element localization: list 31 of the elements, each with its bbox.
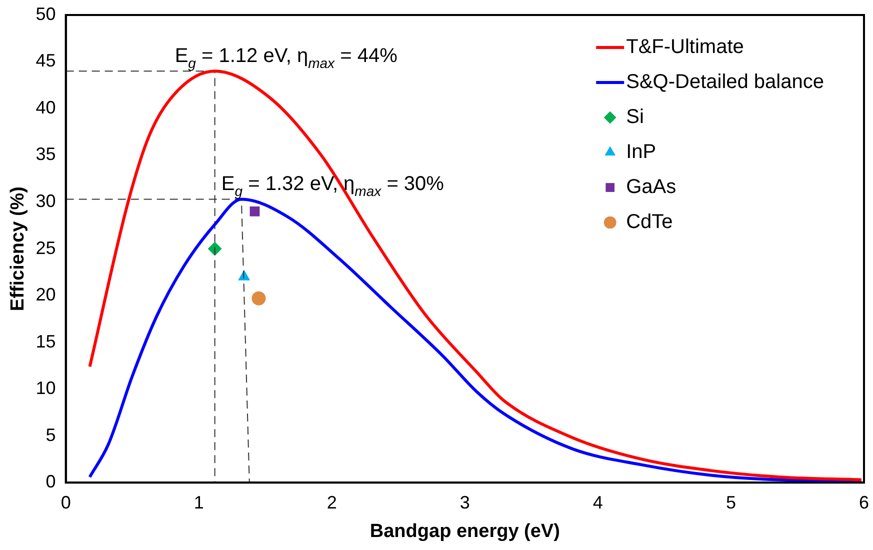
y-tick-label: 30 [36, 191, 56, 212]
y-tick-label: 20 [36, 284, 56, 305]
y-tick-label: 10 [36, 378, 56, 398]
y-tick-label: 0 [46, 472, 56, 492]
line-series [88, 70, 863, 482]
legend-label: CdTe [626, 211, 673, 234]
point [252, 291, 266, 306]
x-tick-label: 1 [194, 492, 204, 512]
x-tick-label: 3 [460, 492, 470, 512]
y-tick-label: 5 [46, 424, 56, 445]
x-axis-title: Bandgap energy (eV) [370, 520, 560, 542]
legend-label: Si [626, 106, 644, 128]
point [250, 206, 260, 216]
y-tick-label: 25 [36, 238, 56, 258]
legend-label: InP [626, 141, 656, 164]
y-tick-label: 15 [36, 331, 56, 352]
x-tick-label: 6 [858, 492, 869, 512]
x-tick-label: 0 [60, 492, 71, 512]
point [208, 242, 222, 256]
y-tick-label: 45 [36, 50, 56, 71]
y-tick-label: 35 [36, 144, 56, 164]
x-tick-label: 4 [592, 492, 603, 512]
y-tick-label: 50 [36, 4, 56, 24]
line-series [88, 198, 863, 482]
legend-label: T&F-Ultimate [626, 36, 744, 58]
legend-label: GaAs [626, 176, 676, 198]
y-tick-label: 40 [36, 97, 56, 118]
y-axis-title: Efficiency (%) [8, 186, 29, 312]
x-tick-label: 5 [726, 492, 736, 512]
x-tick-label: 2 [326, 492, 337, 512]
legend-label: S&Q-Detailed balance [626, 71, 824, 94]
